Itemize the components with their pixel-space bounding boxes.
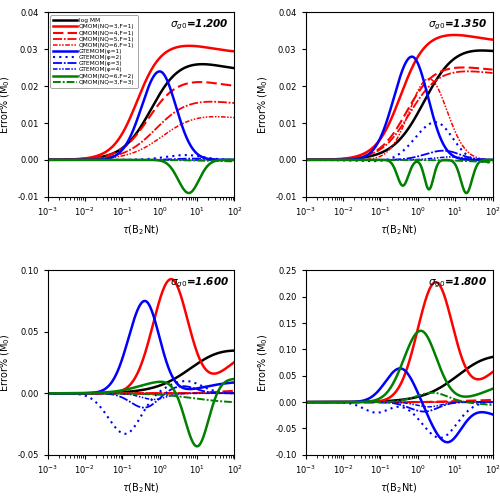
X-axis label: $\tau$(B$_2$Nt): $\tau$(B$_2$Nt) (380, 224, 418, 237)
Text: $\sigma_{g0}$=1.350: $\sigma_{g0}$=1.350 (428, 18, 487, 32)
X-axis label: $\tau$(B$_2$Nt): $\tau$(B$_2$Nt) (122, 224, 160, 237)
Text: $\sigma_{g0}$=1.800: $\sigma_{g0}$=1.800 (428, 276, 487, 290)
Text: $\sigma_{g0}$=1.200: $\sigma_{g0}$=1.200 (170, 18, 229, 32)
Y-axis label: Error% (M$_0$): Error% (M$_0$) (0, 333, 12, 392)
X-axis label: $\tau$(B$_2$Nt): $\tau$(B$_2$Nt) (380, 482, 418, 496)
Y-axis label: Error% (M$_0$): Error% (M$_0$) (0, 76, 12, 134)
X-axis label: $\tau$(B$_2$Nt): $\tau$(B$_2$Nt) (122, 482, 160, 496)
Y-axis label: Error% (M$_0$): Error% (M$_0$) (256, 76, 270, 134)
Legend: log MM, QMOM(NQ=3,F=1), QMOM(NQ=4,F=1), QMOM(NQ=5,F=1), QMOM(NQ=6,F=1), GTEMOM(φ: log MM, QMOM(NQ=3,F=1), QMOM(NQ=4,F=1), … (50, 15, 138, 87)
Y-axis label: Error% (M$_0$): Error% (M$_0$) (256, 333, 270, 392)
Text: $\sigma_{g0}$=1.600: $\sigma_{g0}$=1.600 (170, 276, 229, 290)
